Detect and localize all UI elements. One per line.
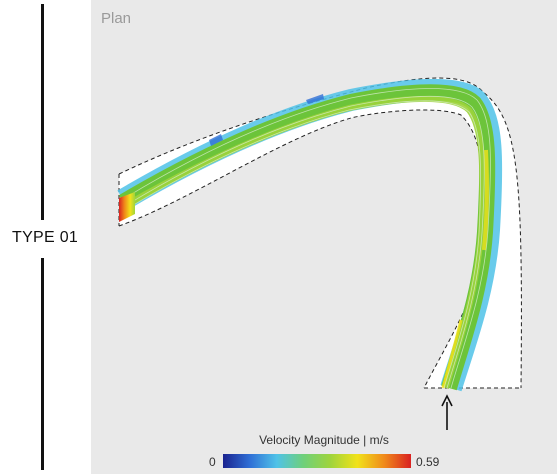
channel-inner-boundary (118, 109, 485, 389)
flow-plan-diagram (117, 77, 522, 430)
plan-title: Plan (101, 10, 132, 27)
inflow-arrow-icon (441, 394, 453, 430)
plan-panel: Plan (91, 0, 557, 474)
flow-band-fast (124, 95, 486, 389)
flow-yellow-inlet-streak (441, 319, 463, 389)
legend-max-label: 0.59 (416, 455, 440, 469)
outlet-velocity-patch (119, 192, 135, 222)
channel-outer-boundary (118, 77, 522, 389)
flow-band-core (118, 84, 496, 391)
legend-title: Velocity Magnitude | m/s (259, 433, 389, 447)
side-divider-top (41, 4, 44, 220)
flow-yellow-streak (482, 149, 490, 251)
streamlines (124, 88, 491, 389)
legend-min-label: 0 (209, 455, 216, 469)
type-label: TYPE 01 (12, 229, 79, 246)
separation-zone-2 (306, 94, 324, 104)
legend-color-bar (223, 454, 411, 468)
separation-zone-1 (209, 134, 223, 146)
side-divider-bottom (41, 258, 44, 470)
flow-band-slow (117, 78, 503, 392)
